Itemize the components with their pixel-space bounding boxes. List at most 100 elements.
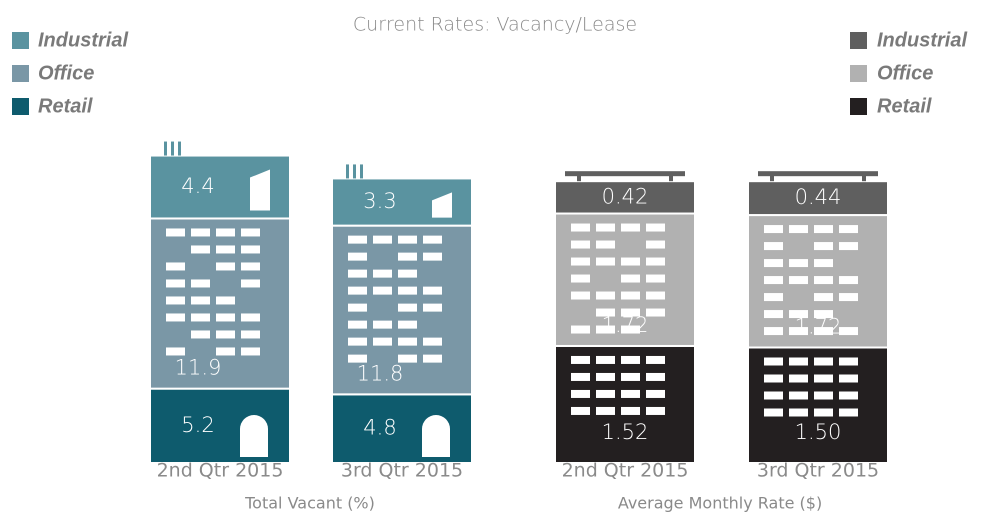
window	[764, 358, 783, 366]
window	[241, 330, 260, 338]
window	[571, 258, 590, 266]
window	[839, 392, 858, 400]
x-tick-label: 2nd Qtr 2015	[157, 460, 284, 482]
window	[646, 258, 665, 266]
window	[571, 390, 590, 398]
window	[166, 296, 185, 304]
window	[814, 276, 833, 284]
window	[789, 259, 808, 267]
window	[839, 409, 858, 417]
window	[814, 409, 833, 417]
window	[166, 228, 185, 236]
window	[348, 287, 367, 295]
chimney	[164, 142, 167, 156]
value-label: 1.72	[602, 313, 649, 337]
value-label: 4.4	[181, 174, 214, 198]
window	[373, 287, 392, 295]
window	[571, 241, 590, 249]
window	[646, 224, 665, 232]
window	[398, 338, 417, 346]
window	[814, 375, 833, 383]
window	[348, 253, 367, 261]
window	[166, 313, 185, 321]
chimney	[346, 164, 349, 178]
value-label: 11.8	[357, 361, 404, 385]
value-label: 1.72	[795, 315, 842, 339]
window	[191, 245, 210, 253]
window	[814, 259, 833, 267]
legend-swatch	[850, 32, 867, 49]
window	[191, 279, 210, 287]
chimney	[171, 142, 174, 156]
window	[621, 373, 640, 381]
window	[398, 253, 417, 261]
window	[764, 392, 783, 400]
legend-label: Retail	[877, 95, 932, 117]
window	[839, 327, 858, 335]
window	[764, 259, 783, 267]
window	[646, 407, 665, 415]
window	[621, 356, 640, 364]
chimney	[178, 142, 181, 156]
window	[241, 228, 260, 236]
window	[241, 347, 260, 355]
window	[216, 262, 235, 270]
window	[398, 270, 417, 278]
roof-post	[669, 175, 673, 181]
window	[241, 262, 260, 270]
window	[764, 225, 783, 233]
window	[814, 358, 833, 366]
x-tick-label: 3rd Qtr 2015	[757, 460, 879, 482]
value-label: 1.52	[602, 420, 649, 444]
window	[423, 253, 442, 261]
legend-label: Retail	[38, 95, 93, 117]
infographic: Current Rates: Vacancy/Lease IndustrialO…	[0, 0, 981, 515]
window	[398, 304, 417, 312]
window	[839, 375, 858, 383]
window	[166, 347, 185, 355]
window	[423, 338, 442, 346]
window	[764, 375, 783, 383]
x-axis-label: Average Monthly Rate ($)	[618, 494, 822, 513]
roof-post	[862, 175, 866, 181]
window	[216, 228, 235, 236]
value-label: 0.42	[602, 184, 649, 208]
window	[789, 392, 808, 400]
legend-label: Office	[877, 62, 933, 84]
window	[166, 279, 185, 287]
window	[348, 270, 367, 278]
legend-swatch	[850, 98, 867, 115]
window	[789, 276, 808, 284]
window	[596, 356, 615, 364]
window	[348, 304, 367, 312]
window	[166, 262, 185, 270]
window	[789, 358, 808, 366]
window	[216, 330, 235, 338]
window	[571, 292, 590, 300]
window	[191, 313, 210, 321]
window	[596, 258, 615, 266]
window	[216, 245, 235, 253]
bar-segment	[332, 394, 472, 463]
window	[814, 293, 833, 301]
window	[839, 293, 858, 301]
window	[216, 313, 235, 321]
window	[423, 287, 442, 295]
door	[422, 415, 450, 457]
legend-label: Industrial	[38, 29, 128, 51]
window	[191, 330, 210, 338]
bar-segment	[150, 389, 290, 463]
legend-swatch	[850, 65, 867, 82]
door	[240, 415, 268, 457]
window	[646, 275, 665, 283]
window	[764, 293, 783, 301]
window	[423, 236, 442, 244]
window	[241, 245, 260, 253]
value-label: 11.9	[175, 356, 222, 380]
roof-post	[577, 175, 581, 181]
legend-label: Office	[38, 62, 94, 84]
window	[839, 225, 858, 233]
window	[621, 258, 640, 266]
window	[646, 309, 665, 317]
window	[571, 356, 590, 364]
